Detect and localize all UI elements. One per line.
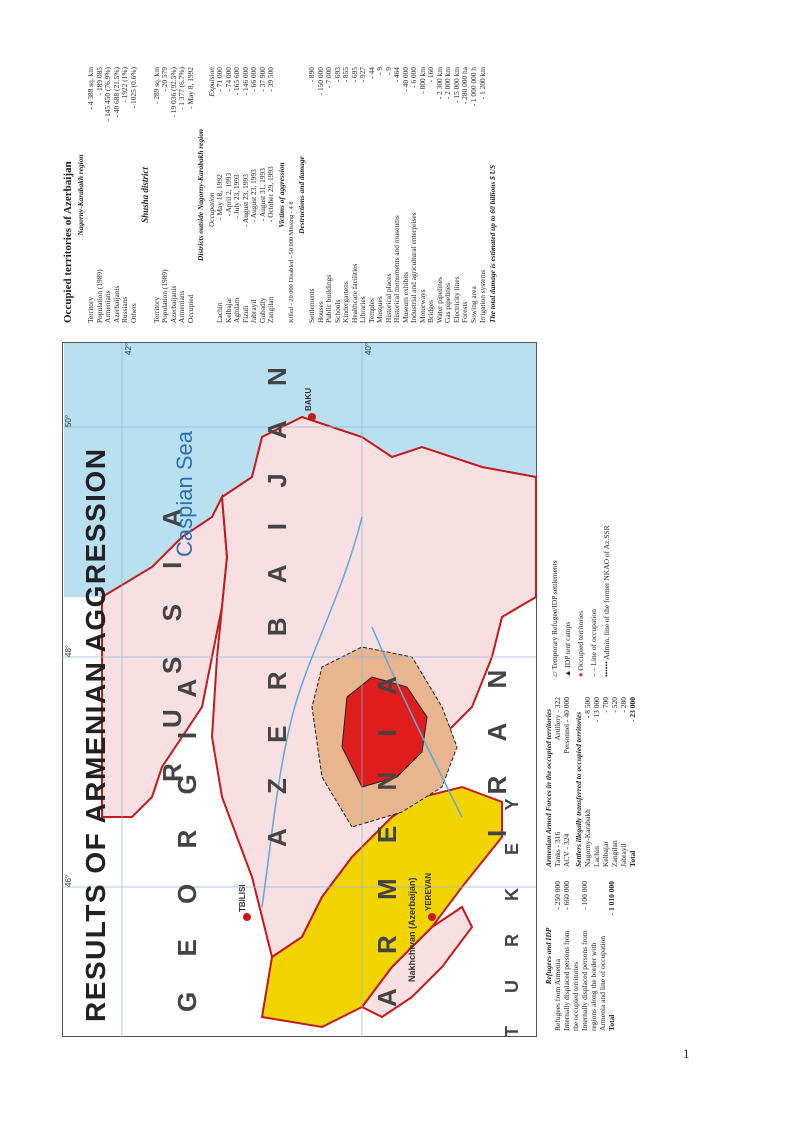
damage-row: Electricity lines - 15 000 km <box>451 67 461 323</box>
legend-item: ▱ Temporary Refugee/IDP settlements <box>550 560 559 677</box>
coord-48: 48° <box>64 644 73 657</box>
total-damage: The total damage is estimated up to 60 b… <box>488 164 498 323</box>
yerevan-marker <box>428 913 436 921</box>
legend-item: ▲ IDP tent camps <box>563 621 572 677</box>
page-number: 1 <box>683 1046 690 1061</box>
settlers-total: Total - 23 000 <box>628 697 637 867</box>
label-caspian: Caspian Sea <box>172 431 197 557</box>
side-panel: Occupied territories of Azerbaijan Nagor… <box>62 67 697 323</box>
refugees-row: Refugees from Armenia - 250 000 <box>553 881 562 1031</box>
damage-row: Motorways - 800 km <box>417 67 427 323</box>
legend-item: – – Line of occupation <box>589 609 598 677</box>
damage-row: Settlements - 890 <box>307 67 317 323</box>
legend-item: ● Occupied territories <box>576 610 585 677</box>
nk-row: Azerbaijanis - 40 688 (21.5%) <box>111 67 121 323</box>
settlers-row: Lachin - 13 000 <box>592 697 601 867</box>
district-row: Zangilan - October 29, 1993- 39 500 <box>266 67 276 323</box>
nk-row: Others - 1025 (0.6%) <box>128 67 138 323</box>
kura-river <box>261 516 363 908</box>
nakhchivan-region <box>360 905 474 1019</box>
legend-item: •••••• Admin. line of the former NKAO of… <box>602 525 611 677</box>
tbilisi-marker <box>243 913 251 921</box>
rotated-content: RESULTS OF ARMENIAN AGGRESSION G E O R G… <box>62 67 697 1037</box>
refugees-row: Internally displaced persons from the oc… <box>562 881 580 1031</box>
settlers-row: Nagorny-Karabakh - 8 500 <box>583 697 592 867</box>
damage-row: Irrigation systems - 1 200 km <box>477 67 487 323</box>
refugees-table: Refugees and IDP Refugees from Armenia - … <box>544 881 616 1031</box>
refugees-total: Total - 1 010 000 <box>607 881 616 1031</box>
damage-row: Temples - 44 <box>366 67 376 323</box>
forces-row: Tanks - 316 Artillery - 322 <box>553 697 562 867</box>
label-nakhchivan: Nakhchivan (Azerbaijan) <box>407 877 417 982</box>
coord-40: 40° <box>364 342 373 355</box>
damage-title: Destructions and damage <box>296 156 306 234</box>
label-turkey: T U R K E Y <box>502 784 522 1037</box>
refugees-row: Internally displaced persons from region… <box>580 881 607 1031</box>
victims-title: Victims of aggression <box>276 162 286 228</box>
araz-river <box>371 626 463 818</box>
coord-50: 50° <box>64 414 73 427</box>
forces-row: ACV - 324 Personnel - 40 000 <box>562 697 571 867</box>
districts-title: Districts outside Nagorny-Karabakh regio… <box>196 128 206 262</box>
settlers-title: Settlers illegally transferred to occupi… <box>574 711 583 867</box>
label-yerevan: YEREVAN <box>424 872 433 911</box>
nk-title: Nagorny-Karabakh region <box>75 154 85 236</box>
legend: ▱ Temporary Refugee/IDP settlements ▲ ID… <box>550 477 611 677</box>
map-title: RESULTS OF ARMENIAN AGGRESSION <box>80 447 111 1022</box>
coord-42: 42° <box>124 342 133 355</box>
settlers-row: Zangilan - 520 <box>610 697 619 867</box>
settlers-row: Jabrayil - 280 <box>619 697 628 867</box>
refugees-title: Refugees and IDP <box>544 927 553 985</box>
label-armenia: A R M E N I A <box>372 662 402 1007</box>
occupied-core <box>341 676 428 788</box>
damage-row: Public buildings - 7 000 <box>324 67 334 323</box>
map-area: RESULTS OF ARMENIAN AGGRESSION G E O R G… <box>62 342 697 1037</box>
label-tbilisi: TBILISI <box>238 884 247 912</box>
damage-list: Settlements - 890 Houses - 150 000 Public bu… <box>307 67 487 323</box>
shusha-title: Shusha district <box>140 167 151 223</box>
label-baku: BAKU <box>304 387 313 411</box>
baku-marker <box>308 413 316 421</box>
map-svg <box>62 342 537 1037</box>
damage-row: Industrial and agricultural enterprises -… <box>409 67 419 323</box>
caspian-sea <box>64 343 536 597</box>
coord-46: 46° <box>64 874 73 887</box>
side-title: Occupied territories of Azerbaijan <box>62 161 74 323</box>
settlers-row: Kelbajar - 700 <box>601 697 610 867</box>
damage-row: Healthcare facilities - 695 <box>349 67 359 323</box>
shusha-row: Occupied - May 8, 1992 <box>185 67 195 323</box>
forces-title: Armenian Armed Forces in the occupied te… <box>544 708 553 867</box>
forces-table: Armenian Armed Forces in the occupied te… <box>544 697 637 867</box>
victims-line: Killed - 20 000 Disabled - 50 000 Missin… <box>288 201 296 323</box>
damage-row: Libraries - 927 <box>358 67 368 323</box>
label-azerbaijan: A Z E R B A I J A N <box>262 353 292 847</box>
